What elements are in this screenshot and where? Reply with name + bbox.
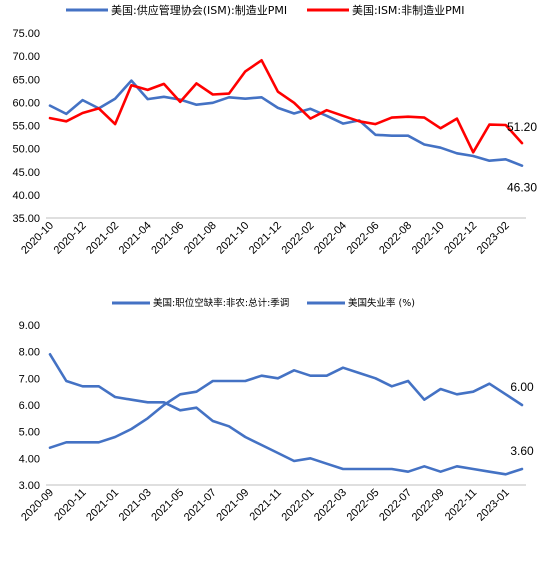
x-tick-label: 2020-09 [19,487,56,524]
x-tick-label: 2022-02 [280,220,317,257]
series-line-1 [48,353,524,476]
series-line-0 [48,366,524,449]
x-tick-label: 2020-10 [19,220,56,257]
x-tick-label: 2022-10 [410,220,447,257]
legend-label-job-openings: 美国:职位空缺率:非农:总计:季调 [153,297,289,309]
x-tick-label: 2020-11 [52,487,88,523]
x-tick-label: 2023-01 [475,487,512,524]
y-tick-label: 40.00 [12,190,40,202]
legend-label-non-manufacturing: 美国:ISM:非制造业PMI [352,3,465,17]
x-tick-label: 2022-11 [443,487,479,523]
legend-label-unemployment: 美国失业率 (%) [348,297,415,309]
y-tick-label: 55.00 [12,121,40,133]
end-value-label-1: 3.60 [510,444,534,458]
x-tick-label: 2021-01 [84,487,121,524]
y-tick-label: 70.00 [12,51,40,63]
x-tick-label: 2021-06 [149,220,186,257]
end-value-label-0: 46.30 [507,181,537,195]
pmi-chart: 美国:供应管理协会(ISM):制造业PMI 美国:ISM:非制造业PMI 35.… [12,3,537,257]
x-tick-label: 2021-04 [117,220,154,257]
x-tick-label: 2021-12 [247,220,284,257]
x-tick-label: 2021-05 [149,487,186,524]
x-tick-label: 2021-02 [84,220,121,257]
end-value-label-1: 51.20 [507,120,537,134]
legend-pmi: 美国:供应管理协会(ISM):制造业PMI 美国:ISM:非制造业PMI [66,3,465,17]
series-line-1 [48,58,524,154]
x-tick-label: 2022-09 [410,487,447,524]
x-tick-label: 2022-04 [312,220,349,257]
x-tick-label: 2021-03 [117,487,154,524]
x-tick-label: 2021-08 [182,220,219,257]
x-tick-label: 2021-07 [182,487,219,524]
x-tick-label: 2022-08 [377,220,414,257]
x-tick-label: 2022-12 [442,220,479,257]
x-tick-label: 2022-03 [312,487,349,524]
y-tick-label: 45.00 [12,167,40,179]
x-tick-label: 2021-11 [248,487,284,523]
y-tick-label: 60.00 [12,97,40,109]
series-line-0 [48,79,524,167]
y-tick-label: 7.00 [19,373,40,385]
y-tick-label: 75.00 [12,28,40,40]
x-tick-label: 2021-09 [214,487,251,524]
y-tick-label: 3.00 [19,480,40,492]
x-tick-label: 2022-05 [345,487,382,524]
y-tick-label: 50.00 [12,144,40,156]
legend-label-manufacturing: 美国:供应管理协会(ISM):制造业PMI [111,3,287,17]
y-tick-label: 65.00 [12,74,40,86]
x-tick-label: 2022-01 [280,487,317,524]
x-tick-label: 2023-02 [475,220,512,257]
y-tick-label: 8.00 [19,347,40,359]
x-tick-label: 2020-12 [52,220,89,257]
y-tick-label: 6.00 [19,400,40,412]
x-tick-label: 2021-10 [214,220,251,257]
y-tick-label: 9.00 [19,320,40,332]
y-tick-label: 5.00 [19,427,40,439]
jobs-chart: 美国:职位空缺率:非农:总计:季调 美国失业率 (%) 3.00 4.00 5.00… [19,297,534,524]
x-tick-label: 2022-07 [377,487,414,524]
y-tick-label: 4.00 [19,453,40,465]
legend-jobs: 美国:职位空缺率:非农:总计:季调 美国失业率 (%) [112,297,415,309]
y-tick-label: 35.00 [12,213,40,225]
end-value-label-0: 6.00 [510,380,534,394]
x-tick-label: 2022-06 [345,220,382,257]
